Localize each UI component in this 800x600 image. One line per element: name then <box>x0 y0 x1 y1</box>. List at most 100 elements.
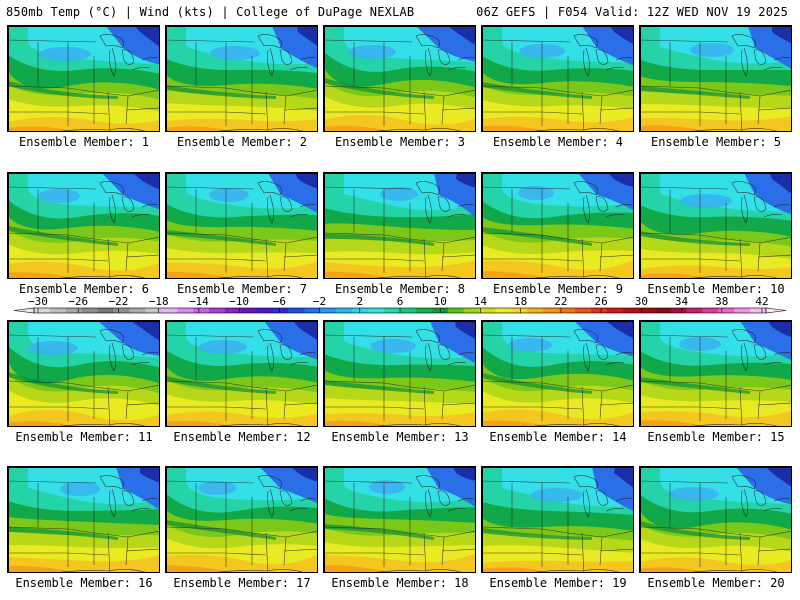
ensemble-member-label: Ensemble Member: 11 <box>15 430 153 444</box>
ensemble-map-panel <box>7 25 160 132</box>
colorbar-segment <box>304 308 321 313</box>
ensemble-map-panel <box>639 25 792 132</box>
colorbar-segment <box>368 308 385 313</box>
ensemble-member-label: Ensemble Member: 14 <box>489 430 627 444</box>
colorbar-segment <box>463 308 480 313</box>
ensemble-map-panel <box>639 172 792 279</box>
colorbar-segment <box>702 308 719 313</box>
ensemble-map-panel <box>323 172 476 279</box>
colorbar-tick-label: 42 <box>755 295 768 308</box>
ensemble-map-panel <box>481 172 634 279</box>
colorbar-segment <box>511 308 528 313</box>
ensemble-member-label: Ensemble Member: 13 <box>331 430 469 444</box>
ensemble-map-panel <box>481 466 634 573</box>
colorbar-tick-label: −30 <box>28 295 48 308</box>
colorbar-tick-label: 18 <box>514 295 527 308</box>
temperature-map <box>8 26 159 131</box>
temperature-map <box>482 321 633 426</box>
colorbar-segment <box>209 308 226 313</box>
colorbar-segment <box>384 308 401 313</box>
ensemble-map-panel <box>7 320 160 427</box>
colorbar-segment <box>97 308 114 313</box>
colorbar-tick-label: −22 <box>109 295 129 308</box>
colorbar-low-arrow <box>13 307 35 314</box>
header-valid-time: 06Z GEFS | F054 Valid: 12Z WED NOV 19 20… <box>476 5 788 19</box>
colorbar-segment <box>654 308 671 313</box>
colorbar-tick-label: −26 <box>68 295 88 308</box>
colorbar-segment <box>49 308 67 313</box>
colorbar-segment <box>145 308 162 313</box>
colorbar-segment <box>527 308 544 313</box>
ensemble-member-label: Ensemble Member: 6 <box>18 282 150 296</box>
ensemble-map-panel <box>323 320 476 427</box>
colorbar-segment <box>256 308 273 313</box>
ensemble-member-label: Ensemble Member: 12 <box>173 430 311 444</box>
ensemble-member-label: Ensemble Member: 8 <box>334 282 466 296</box>
colorbar-segment <box>400 308 417 313</box>
colorbar-tick-label: 30 <box>635 295 648 308</box>
colorbar-tick-label: 26 <box>594 295 607 308</box>
ensemble-member-label: Ensemble Member: 16 <box>15 576 153 590</box>
colorbar-segment <box>129 308 146 313</box>
colorbar-tick-label: 2 <box>356 295 363 308</box>
temperature-map <box>166 321 317 426</box>
ensemble-member-label: Ensemble Member: 5 <box>650 135 782 149</box>
colorbar-tick-label: −14 <box>189 295 209 308</box>
ensemble-map-panel <box>7 172 160 279</box>
ensemble-map-panel <box>165 320 318 427</box>
colorbar-segment <box>447 308 464 313</box>
ensemble-map-panel <box>323 25 476 132</box>
temperature-map <box>8 321 159 426</box>
temperature-map <box>640 173 791 278</box>
colorbar-tick-label: 22 <box>554 295 567 308</box>
temperature-map <box>166 173 317 278</box>
colorbar-segment <box>670 308 687 313</box>
colorbar-segment <box>750 308 767 313</box>
temperature-map <box>324 26 475 131</box>
ensemble-map-panel <box>165 25 318 132</box>
ensemble-member-label: Ensemble Member: 15 <box>647 430 785 444</box>
temperature-map <box>324 467 475 572</box>
ensemble-map-panel <box>165 466 318 573</box>
colorbar-segment <box>352 308 369 313</box>
header-title: 850mb Temp (°C) | Wind (kts) | College o… <box>6 5 415 19</box>
colorbar-segment <box>559 308 576 313</box>
temperature-map <box>324 321 475 426</box>
ensemble-member-label: Ensemble Member: 9 <box>492 282 624 296</box>
colorbar-segment <box>686 308 703 313</box>
ensemble-map-panel <box>481 25 634 132</box>
colorbar-segment <box>622 308 639 313</box>
ensemble-member-label: Ensemble Member: 3 <box>334 135 466 149</box>
colorbar-segment <box>272 308 289 313</box>
temperature-map <box>8 173 159 278</box>
temperature-map <box>482 173 633 278</box>
colorbar-segment <box>718 308 735 313</box>
colorbar-segment <box>65 308 83 313</box>
colorbar-segment <box>606 308 624 313</box>
colorbar-segment <box>415 308 433 313</box>
ensemble-member-label: Ensemble Member: 17 <box>173 576 311 590</box>
colorbar-segment <box>34 308 51 313</box>
temperature-map <box>166 467 317 572</box>
colorbar-segment <box>224 308 242 313</box>
colorbar-segment <box>288 308 305 313</box>
temperature-map <box>640 467 791 572</box>
ensemble-map-panel <box>481 320 634 427</box>
ensemble-member-label: Ensemble Member: 7 <box>176 282 308 296</box>
colorbar-segment <box>495 308 512 313</box>
colorbar-segment <box>734 308 751 313</box>
colorbar-segment <box>638 308 655 313</box>
ensemble-map-panel <box>323 466 476 573</box>
ensemble-member-label: Ensemble Member: 18 <box>331 576 469 590</box>
colorbar-tick-label: 14 <box>474 295 488 308</box>
ensemble-map-panel <box>639 320 792 427</box>
ensemble-map-panel <box>639 466 792 573</box>
colorbar-segment <box>193 308 210 313</box>
colorbar-tick-label: −18 <box>149 295 169 308</box>
colorbar-segment <box>240 308 258 313</box>
colorbar-tick-label: 34 <box>675 295 689 308</box>
temperature-map <box>324 173 475 278</box>
ensemble-member-label: Ensemble Member: 4 <box>492 135 624 149</box>
colorbar-tick-label: −10 <box>229 295 249 308</box>
colorbar-tick-label: 38 <box>715 295 728 308</box>
